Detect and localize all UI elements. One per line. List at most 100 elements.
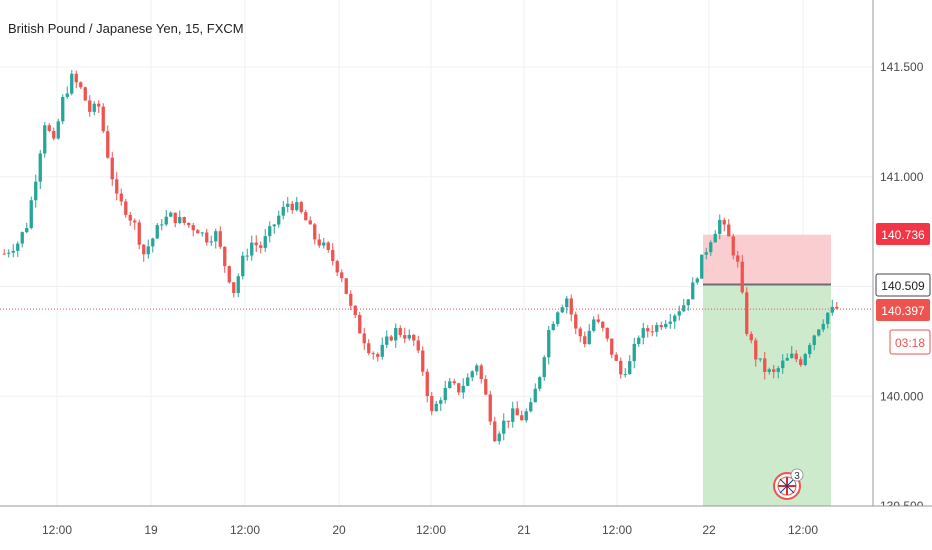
time-tick-label: 20	[332, 523, 346, 537]
candle	[745, 287, 749, 337]
candle	[772, 364, 776, 379]
candle	[110, 151, 114, 186]
candle	[290, 200, 294, 214]
candle	[479, 363, 483, 384]
candle	[38, 150, 42, 190]
candle	[61, 94, 65, 125]
candle	[605, 327, 609, 342]
candle	[34, 174, 38, 208]
candle	[133, 218, 137, 230]
time-tick-label: 12:00	[788, 523, 818, 537]
candle	[758, 358, 762, 362]
candle	[515, 401, 519, 416]
candle	[191, 222, 195, 237]
candle	[790, 345, 794, 359]
candle	[727, 219, 731, 237]
time-axis-ticks: 12:00 19 12:00 20 12:00 21 12:00 22 12:00	[42, 523, 818, 537]
candle	[520, 410, 524, 421]
last-price-label: 140.397	[881, 304, 925, 318]
candle	[808, 342, 812, 358]
candle	[731, 233, 735, 260]
candle	[799, 356, 803, 367]
candle	[659, 321, 663, 331]
candle	[502, 413, 506, 441]
candle	[821, 319, 825, 333]
candle	[74, 70, 78, 89]
candle	[506, 420, 510, 429]
candle	[385, 330, 389, 348]
candle	[88, 95, 92, 117]
time-tick-label: 12:00	[42, 523, 72, 537]
candle	[835, 302, 839, 310]
entry-price-label: 140.509	[881, 279, 925, 293]
candle	[614, 352, 618, 362]
candle	[736, 250, 740, 268]
candle	[70, 70, 74, 96]
candle	[29, 196, 33, 230]
candle	[412, 333, 416, 346]
candle	[826, 312, 830, 329]
candle	[376, 352, 380, 362]
candle	[664, 319, 668, 330]
candle	[398, 325, 402, 338]
candle	[767, 367, 771, 375]
price-tick-label: 140.000	[880, 389, 924, 403]
countdown-tag: 03:18	[889, 329, 931, 355]
candle	[182, 216, 186, 226]
candle	[11, 244, 15, 258]
candle	[380, 337, 384, 360]
candle	[259, 241, 263, 254]
time-tick-label: 19	[144, 523, 158, 537]
candle	[367, 339, 371, 356]
candle	[781, 354, 785, 374]
candle	[632, 337, 636, 369]
candle	[317, 233, 321, 248]
candle	[704, 247, 708, 260]
badge-count-label: 3	[794, 471, 800, 482]
candle	[281, 200, 285, 220]
candle	[43, 122, 47, 158]
candle	[47, 123, 51, 133]
candle	[560, 304, 564, 314]
candle	[272, 224, 276, 234]
time-tick-label: 12:00	[230, 523, 260, 537]
candle	[587, 324, 591, 345]
candle	[466, 373, 470, 387]
candle	[722, 217, 726, 232]
candle	[461, 378, 465, 399]
candle	[443, 380, 447, 404]
candle	[151, 237, 155, 253]
candle	[533, 383, 537, 403]
candle	[650, 325, 654, 337]
candle	[686, 299, 690, 311]
candle	[371, 351, 375, 360]
candles	[2, 70, 839, 445]
time-axis[interactable]	[0, 506, 932, 550]
candle	[52, 127, 56, 141]
candle	[304, 209, 308, 221]
reward-zone[interactable]	[703, 284, 831, 506]
candle	[353, 304, 357, 319]
candle	[137, 219, 141, 250]
candle	[200, 231, 204, 237]
candle	[470, 370, 474, 382]
candle	[79, 81, 83, 89]
candle	[569, 294, 573, 322]
candle	[7, 249, 11, 258]
risk-zone[interactable]	[703, 234, 831, 285]
candle	[169, 211, 173, 217]
price-axis[interactable]	[873, 0, 932, 506]
candle	[637, 335, 641, 347]
candle	[344, 278, 348, 295]
candle	[349, 290, 353, 311]
candle	[484, 375, 488, 396]
candle	[56, 118, 60, 140]
candle	[16, 241, 20, 257]
candle	[524, 408, 528, 423]
candle	[556, 311, 560, 327]
candle	[776, 365, 780, 379]
candle	[128, 211, 132, 226]
candle	[326, 241, 330, 253]
